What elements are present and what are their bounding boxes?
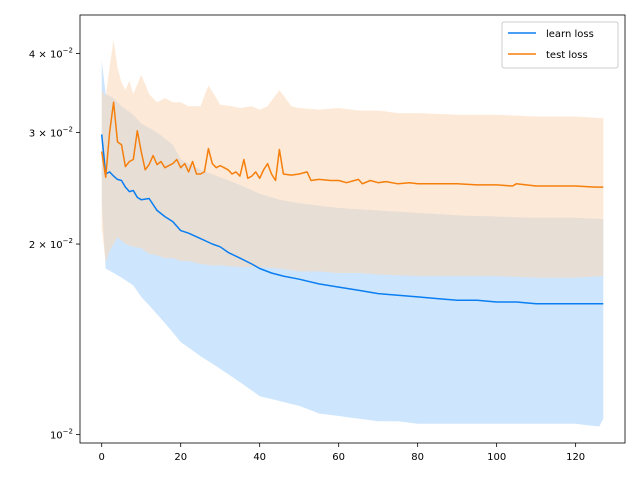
x-tick-label: 20 [174,452,187,463]
line-test-loss [100,101,604,188]
legend: learn loss test loss [501,21,619,69]
x-tick-label: 0 [99,452,105,463]
legend-label-test: test loss [546,50,588,61]
y-axis: 10−2 2 × 10−2 3 × 10−2 4 × 10−2 [29,46,80,442]
confidence-bands [101,40,604,427]
x-tick-label: 100 [487,452,506,463]
y-tick-label: 10−2 [50,428,73,442]
y-tick-label: 2 × 10−2 [29,237,73,251]
x-tick-label: 40 [253,452,266,463]
legend-label-learn: learn loss [546,29,594,40]
line-learn-loss [100,134,604,305]
band-test-loss [101,40,604,278]
series-lines [100,101,604,305]
y-tick-label: 3 × 10−2 [29,126,73,140]
plot-frame [79,14,626,444]
x-tick-label: 80 [411,452,424,463]
x-tick-label: 120 [566,452,585,463]
y-tick-label: 4 × 10−2 [29,46,73,60]
x-tick-label: 60 [332,452,345,463]
x-axis: 0 20 40 60 80 100 120 [99,443,585,463]
